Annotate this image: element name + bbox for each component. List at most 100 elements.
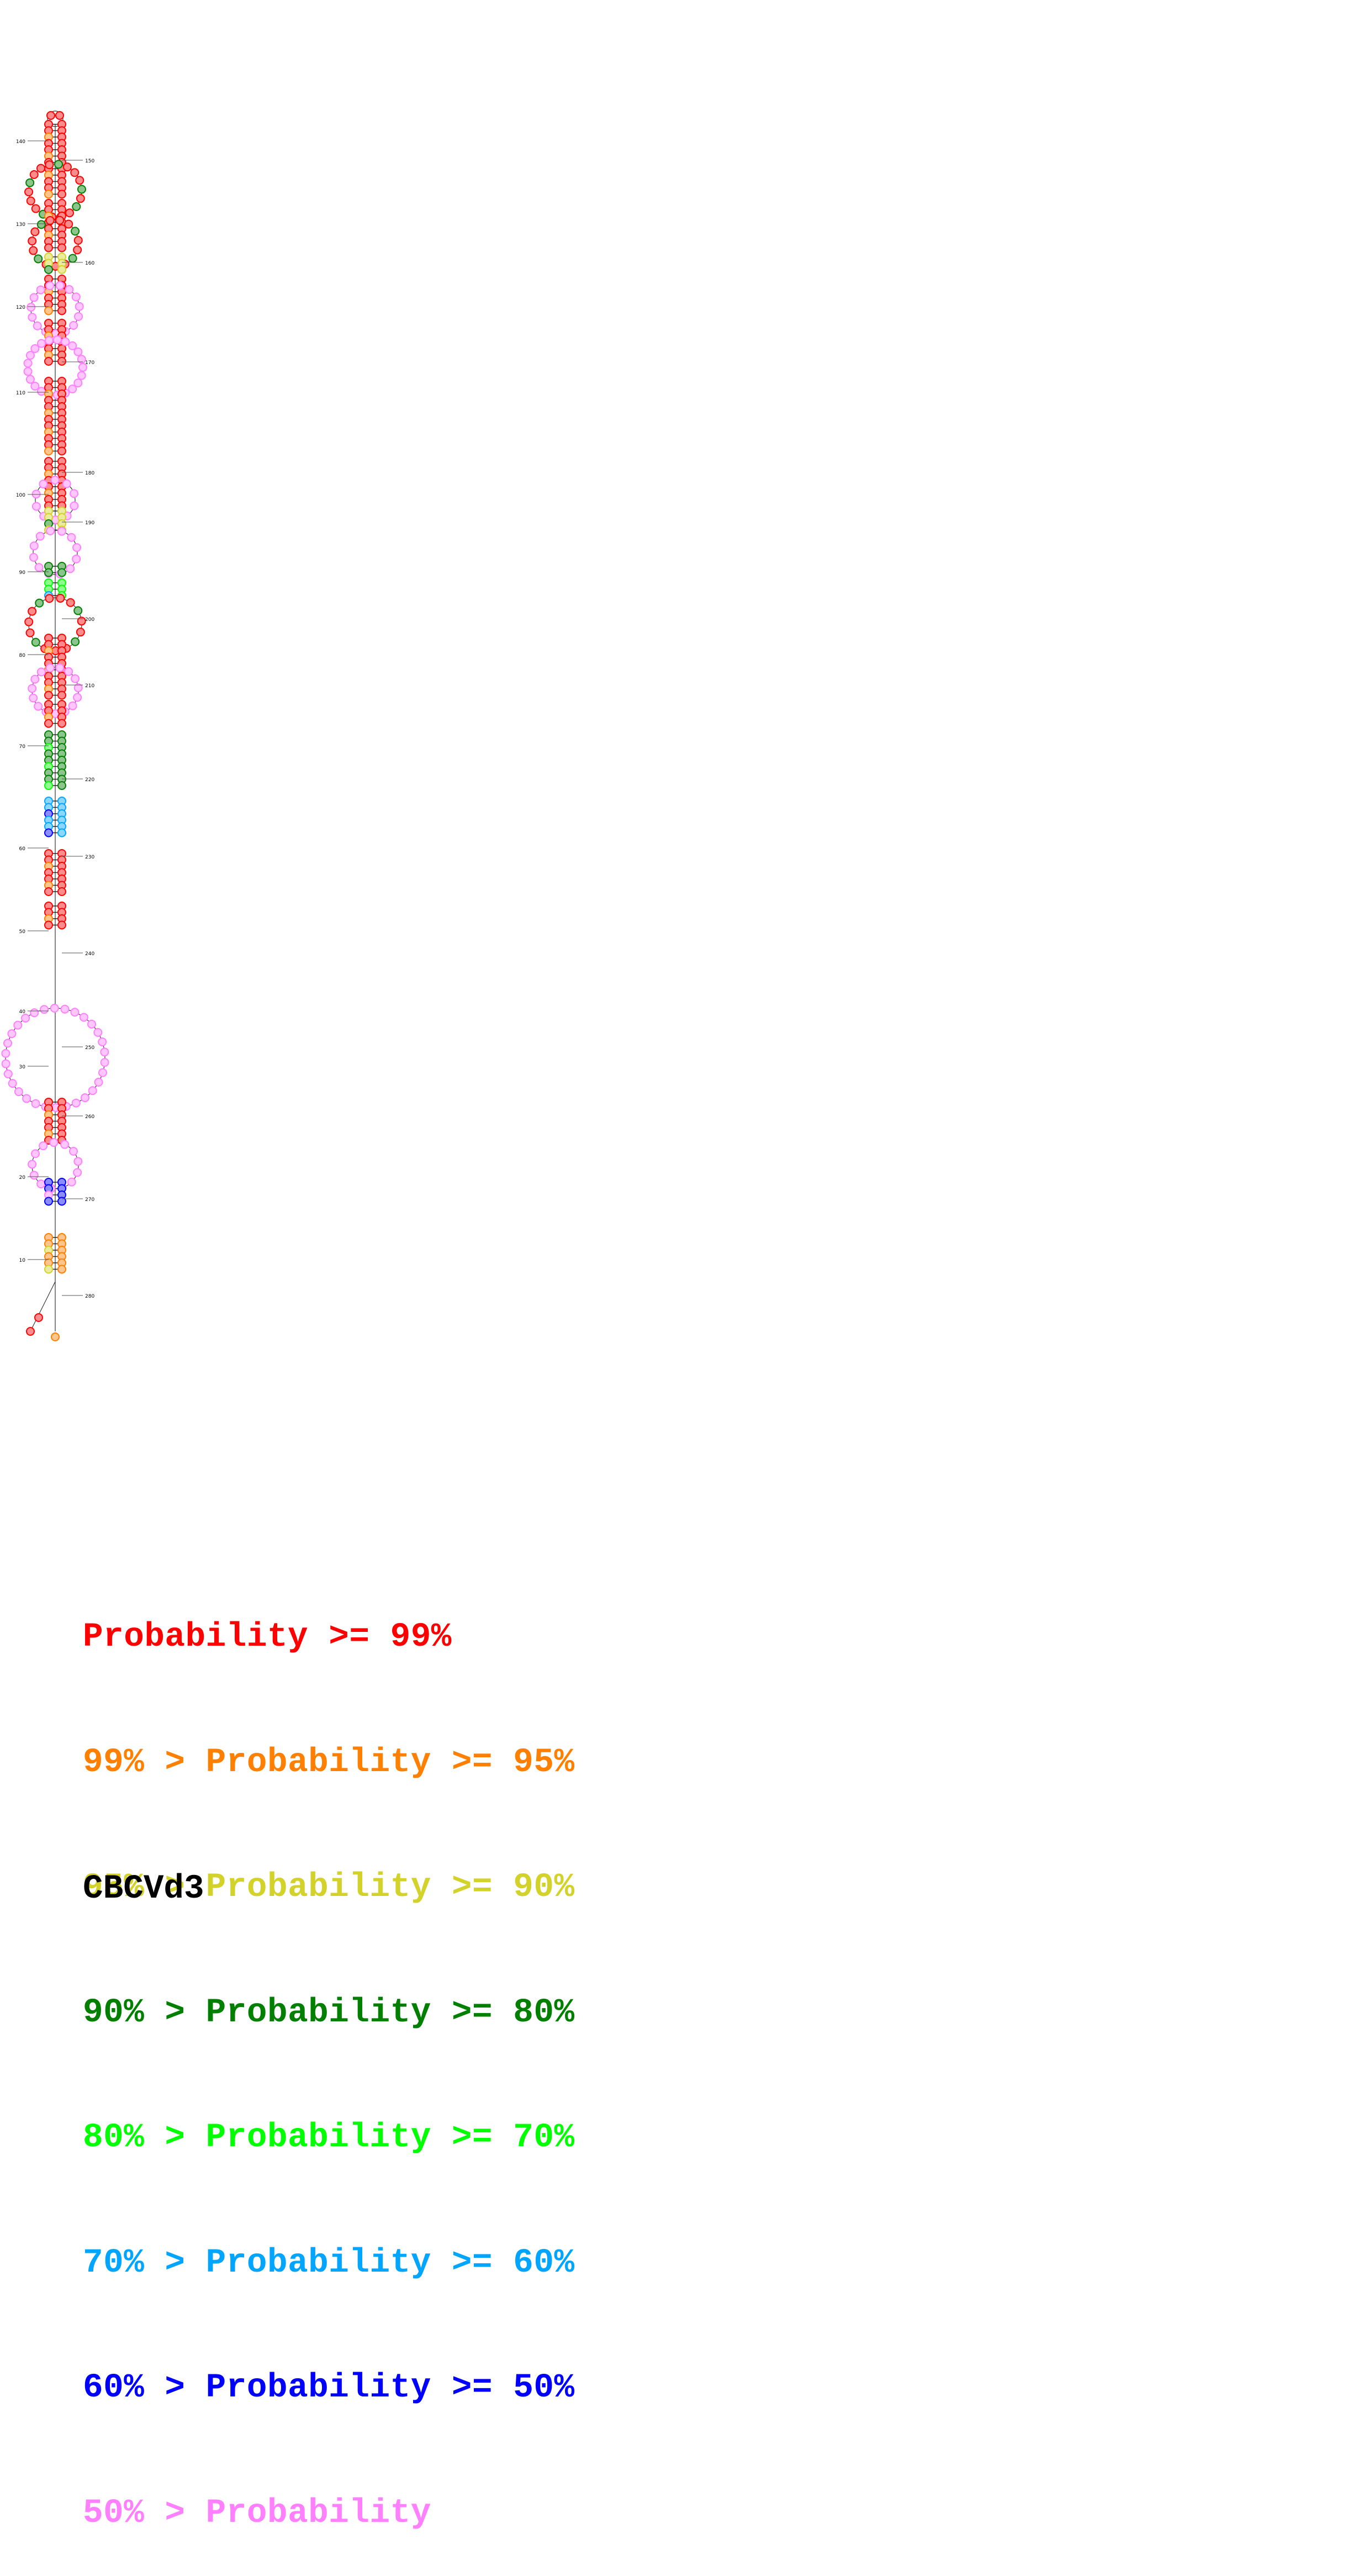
nucleotide — [57, 265, 66, 274]
nucleotide — [73, 606, 83, 615]
nucleotide — [52, 335, 62, 345]
nucleotide — [61, 337, 70, 346]
position-label: 10 — [19, 1258, 26, 1263]
nucleotide — [44, 828, 53, 837]
legend-label: Probability >= 95% — [205, 1743, 575, 1782]
nucleotide — [31, 489, 41, 499]
position-label: 180 — [85, 471, 94, 476]
nucleotide — [50, 1004, 59, 1013]
nucleotide — [69, 1147, 78, 1156]
nucleotide — [73, 683, 83, 693]
nucleotide — [23, 359, 33, 368]
nucleotide — [28, 1160, 37, 1169]
position-label: 210 — [85, 683, 94, 689]
nucleotide — [57, 243, 66, 252]
nucleotide — [64, 219, 73, 229]
nucleotide — [40, 1005, 49, 1014]
probability-legend: Probability >= 99% 99% > Probability >= … — [83, 1533, 575, 2576]
position-label: 280 — [85, 1294, 94, 1299]
position-ticks: 140 150 130 160 120 170 110 180 100 190 90 200 80 210… — [16, 139, 95, 1299]
nucleotide — [98, 1068, 107, 1077]
nucleotide — [57, 828, 66, 837]
nucleotide — [73, 347, 83, 356]
nucleotide — [75, 176, 84, 185]
nucleotide — [30, 227, 40, 236]
nucleotide — [56, 593, 65, 603]
nucleotide — [80, 1093, 89, 1103]
nucleotide — [72, 202, 81, 212]
position-label: 240 — [85, 951, 94, 957]
nucleotide — [1, 1049, 10, 1058]
nucleotide — [31, 1099, 40, 1108]
nucleotide — [44, 336, 54, 345]
nucleotide — [70, 168, 80, 177]
nucleotide — [62, 479, 71, 488]
nucleotide — [44, 189, 53, 199]
nucleotide — [55, 111, 64, 120]
nucleotide — [79, 1013, 88, 1022]
nucleotide — [65, 285, 74, 294]
nucleotide — [44, 1197, 53, 1206]
nucleotide — [68, 254, 77, 263]
backbone — [5, 110, 105, 1332]
nucleotide — [44, 265, 53, 274]
nucleotide — [57, 887, 66, 896]
legend-row: Probability >= 99% — [83, 1616, 575, 1658]
nucleotide — [71, 674, 80, 683]
nucleotide — [29, 541, 39, 551]
nucleotide — [60, 1140, 70, 1149]
position-label: 200 — [85, 617, 94, 623]
position-label: 50 — [19, 929, 26, 935]
legend-label: Probability >= 90% — [205, 1868, 575, 1906]
nucleotide — [88, 1086, 97, 1095]
nucleotide — [33, 321, 42, 330]
nucleotide — [24, 617, 34, 626]
nucleotide — [71, 1098, 81, 1108]
nucleotide — [57, 189, 66, 199]
position-label: 260 — [85, 1114, 94, 1120]
nucleotide — [44, 1265, 53, 1274]
nucleotide — [57, 446, 66, 456]
nucleotide — [45, 663, 55, 673]
nucleotide — [25, 178, 35, 187]
rna-secondary-structure: 140 150 130 160 120 170 110 180 100 190 90 200 80 210… — [1, 110, 109, 1341]
nucleotide — [94, 1077, 103, 1087]
nucleotides — [1, 111, 109, 1341]
nucleotide — [7, 1029, 17, 1039]
nucleotide — [55, 281, 65, 290]
legend-prefix: 95% > — [83, 1868, 206, 1906]
nucleotide — [36, 667, 46, 677]
nucleotide — [44, 568, 53, 577]
nucleotide — [71, 292, 81, 302]
legend-prefix: 90% > — [83, 1993, 206, 2032]
nucleotide — [29, 293, 39, 302]
nucleotide — [44, 719, 53, 728]
legend-label: Probability — [205, 2494, 431, 2532]
legend-row: 80% > Probability >= 70% — [83, 2117, 575, 2159]
position-label: 230 — [85, 855, 94, 860]
nucleotide — [77, 617, 86, 626]
nucleotide — [68, 384, 77, 394]
nucleotide — [44, 691, 53, 700]
nucleotide — [25, 351, 35, 360]
legend-prefix: 70% > — [83, 2243, 206, 2282]
nucleotide — [34, 702, 43, 711]
nucleotide — [69, 320, 78, 330]
position-label: 20 — [19, 1175, 26, 1181]
nucleotide — [45, 281, 55, 291]
nucleotide — [29, 693, 38, 703]
nucleotide — [45, 216, 55, 225]
nucleotide — [34, 254, 43, 264]
nucleotide — [62, 162, 72, 172]
legend-prefix: 50% > — [83, 2494, 206, 2532]
position-label: 190 — [85, 520, 94, 526]
nucleotide — [44, 920, 53, 930]
legend-row: 70% > Probability >= 60% — [83, 2242, 575, 2284]
position-label: 220 — [85, 777, 94, 783]
nucleotide — [21, 1013, 30, 1023]
nucleotide — [71, 226, 80, 236]
nucleotide — [75, 302, 84, 311]
nucleotide — [29, 246, 38, 255]
nucleotide — [29, 552, 38, 562]
nucleotide — [57, 568, 66, 577]
